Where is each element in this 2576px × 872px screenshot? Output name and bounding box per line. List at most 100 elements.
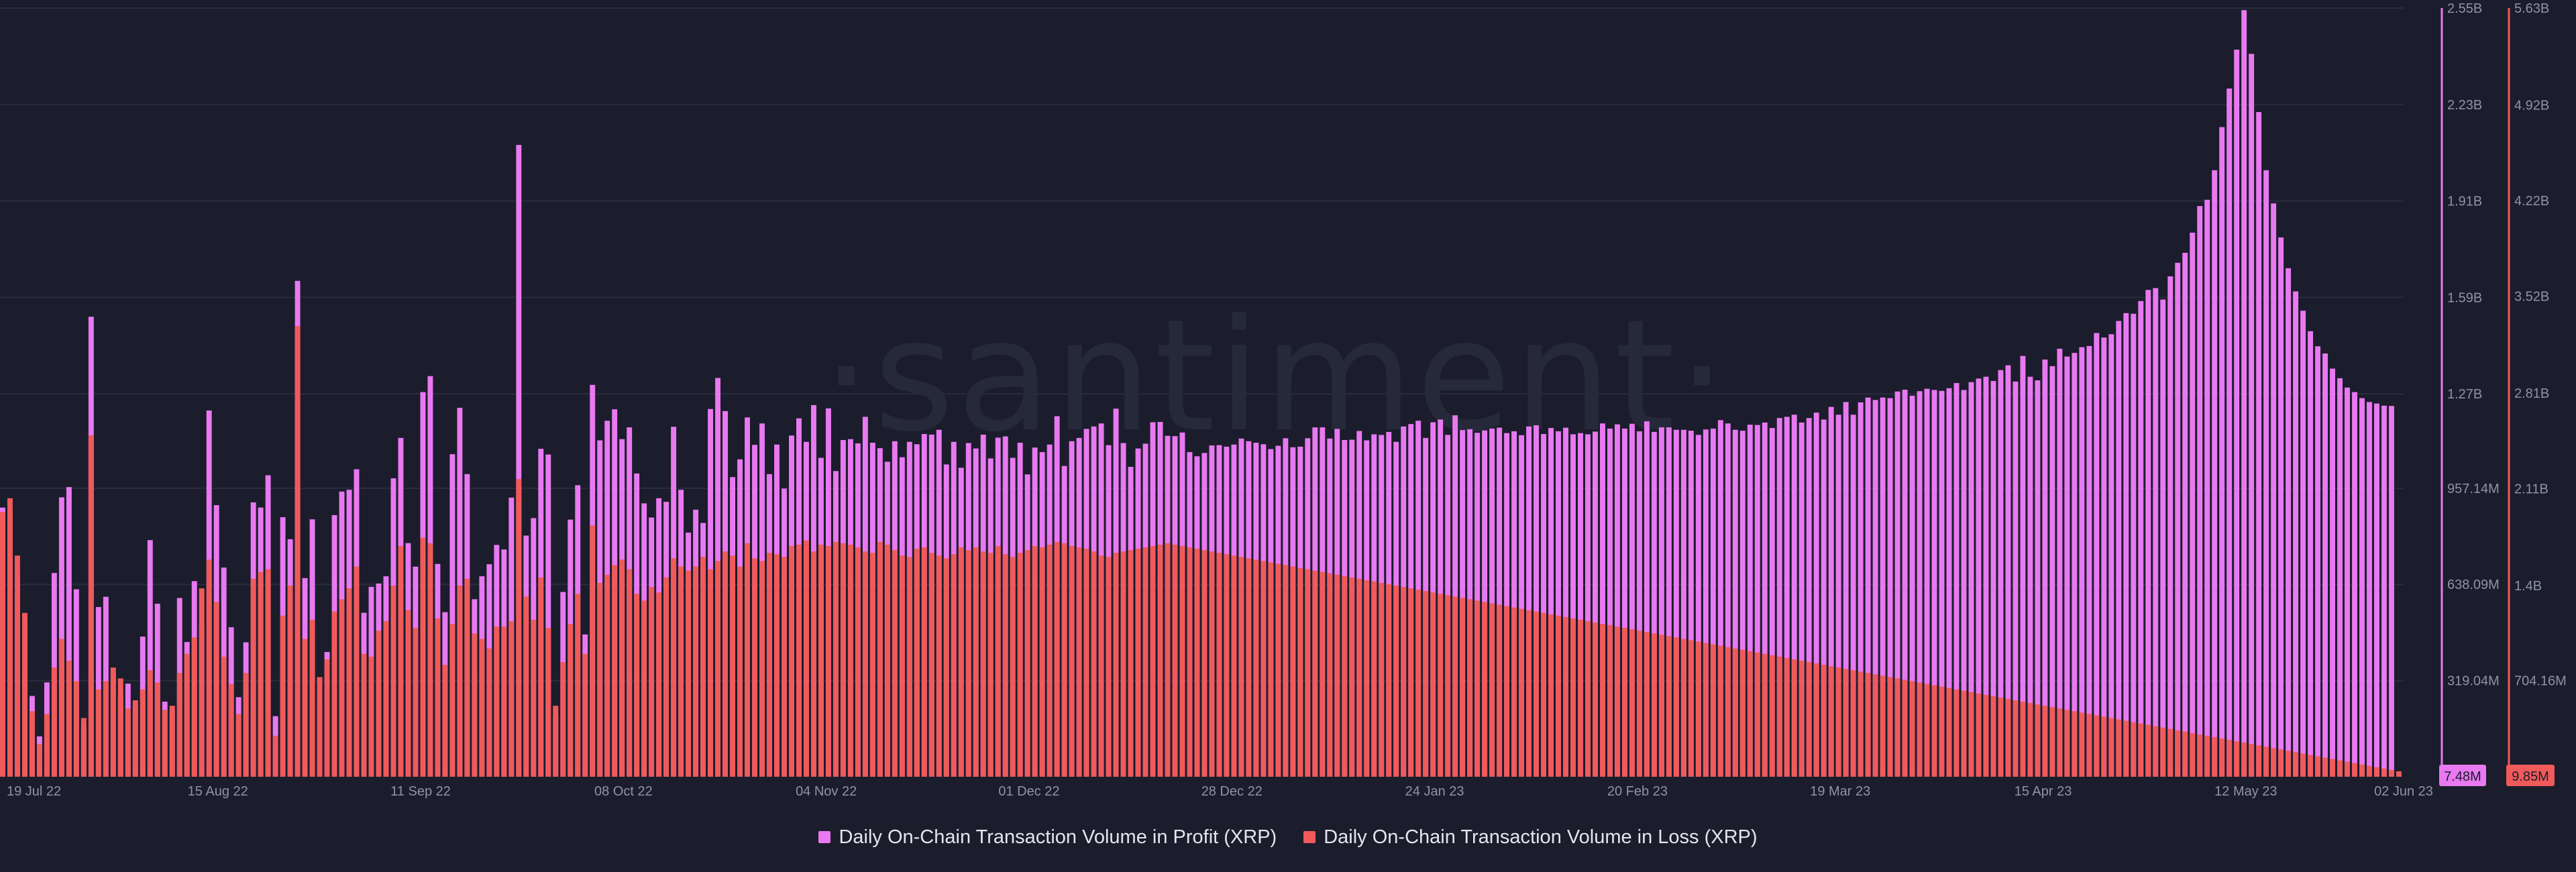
legend-item-profit[interactable]: Daily On-Chain Transaction Volume in Pro… <box>818 826 1277 849</box>
bar-loss <box>1010 557 1016 777</box>
bar-profit <box>2108 334 2114 777</box>
bar-loss <box>398 545 404 777</box>
bar-loss <box>604 574 610 777</box>
bar-profit <box>1710 428 1716 777</box>
bar-loss <box>1703 643 1709 777</box>
y-tick-label-profit: 1.27B <box>2447 387 2482 402</box>
bar-loss <box>1379 582 1385 777</box>
bar-loss <box>309 619 315 777</box>
bar-loss <box>921 547 927 777</box>
bar-loss <box>1194 549 1200 777</box>
bar-loss <box>1415 590 1421 777</box>
legend: Daily On-Chain Transaction Volume in Pro… <box>0 824 2576 851</box>
bar-loss <box>2079 712 2085 777</box>
bar-profit <box>2374 403 2379 777</box>
bar-loss <box>280 615 286 777</box>
bar-loss <box>590 525 596 777</box>
bar-loss <box>2212 737 2218 777</box>
bar-loss <box>796 544 802 777</box>
bar-loss <box>1880 675 1886 777</box>
bar-profit <box>1607 428 1613 777</box>
y-tick-label-loss: 5.63B <box>2514 1 2549 16</box>
bar-loss <box>1902 679 1908 777</box>
bar-profit <box>1666 427 1672 777</box>
bar-loss <box>1120 551 1126 777</box>
bar-profit <box>1850 415 1856 777</box>
bar-profit <box>1725 423 1731 777</box>
x-tick-label: 19 Jul 22 <box>7 784 61 799</box>
bar-profit <box>1680 429 1686 777</box>
bar-loss <box>2396 771 2402 777</box>
bar-loss <box>634 594 640 777</box>
bar-profit <box>1828 406 1834 777</box>
bar-loss <box>1401 587 1407 777</box>
bar-loss <box>1002 554 1008 777</box>
bar-loss <box>1998 697 2004 777</box>
bar-loss <box>752 558 757 777</box>
bar-profit <box>1894 391 1900 777</box>
bar-loss <box>553 706 559 777</box>
bar-loss <box>1828 666 1834 777</box>
bar-loss <box>1769 655 1775 777</box>
bar-loss <box>1629 629 1635 777</box>
bar-loss <box>818 544 824 777</box>
bar-loss <box>125 708 131 777</box>
bar-loss <box>987 553 994 777</box>
bar-profit <box>1961 390 1967 777</box>
bar-loss <box>1776 656 1782 777</box>
bar-profit <box>2182 252 2188 777</box>
bar-loss <box>1275 563 1281 777</box>
bar-loss <box>1865 673 1871 777</box>
legend-item-loss[interactable]: Daily On-Chain Transaction Volume in Los… <box>1303 826 1758 849</box>
bar-loss <box>1526 610 1532 777</box>
bar-loss <box>1688 640 1694 777</box>
bar-loss <box>1128 550 1134 777</box>
bar-profit <box>1931 390 1937 777</box>
bar-profit <box>1717 420 1723 777</box>
bar-profit <box>2256 112 2262 777</box>
bar-loss <box>2049 707 2055 777</box>
bar-profit <box>1835 415 1841 777</box>
bar-loss <box>730 555 736 777</box>
bar-loss <box>1371 581 1377 777</box>
bar-loss <box>1069 545 1075 777</box>
bar-loss <box>928 553 934 777</box>
bar-profit <box>1658 427 1664 777</box>
bar-loss <box>1556 615 1561 777</box>
bar-profit <box>1762 422 1768 777</box>
bar-loss <box>1165 543 1171 777</box>
y-tick-label-loss: 2.81B <box>2514 386 2549 401</box>
bar-profit <box>1614 424 1620 777</box>
last-value-text-loss: 9.85M <box>2512 769 2549 784</box>
bar-loss <box>80 718 87 777</box>
bar-profit <box>2308 331 2314 777</box>
bar-loss <box>464 578 470 777</box>
bar-loss <box>1334 574 1340 777</box>
bar-loss <box>88 435 94 777</box>
legend-label-profit: Daily On-Chain Transaction Volume in Pro… <box>839 826 1277 848</box>
bar-loss <box>1327 573 1333 777</box>
bar-profit <box>2293 291 2299 777</box>
y-tick-label-loss: 704.16M <box>2514 674 2567 689</box>
bar-loss <box>582 653 588 777</box>
bar-loss <box>1290 566 1296 777</box>
bar-loss <box>235 714 241 777</box>
bar-loss <box>1946 688 1952 777</box>
bar-loss <box>1909 681 1915 777</box>
bar-profit <box>2204 199 2210 777</box>
bar-profit <box>1924 388 1930 777</box>
last-value-badge-profit <box>2439 765 2486 786</box>
bar-loss <box>427 543 433 777</box>
bar-loss <box>1179 545 1185 777</box>
bar-loss <box>2308 755 2314 777</box>
x-tick-label: 04 Nov 22 <box>796 784 857 799</box>
bar-loss <box>1430 592 1436 777</box>
bar-profit <box>2286 268 2292 777</box>
bar-loss <box>958 547 964 777</box>
bar-loss <box>1091 551 1097 777</box>
bar-loss <box>147 670 153 777</box>
bar-profit <box>2359 398 2365 777</box>
bar-loss <box>2012 700 2019 777</box>
bar-profit <box>2138 301 2144 777</box>
